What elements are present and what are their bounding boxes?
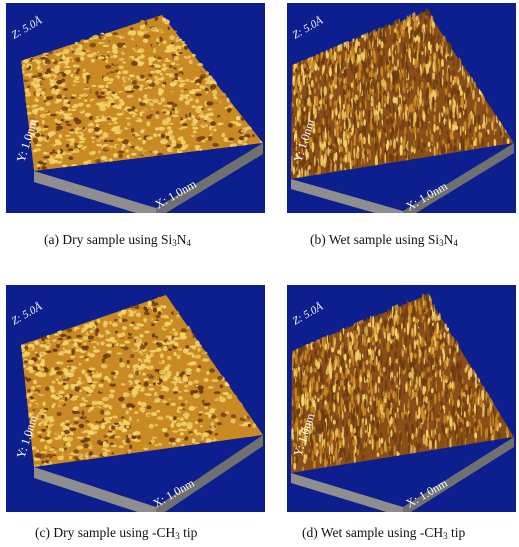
caption-text: tip (179, 525, 198, 540)
base-right-side (403, 143, 514, 213)
base-front-side (34, 467, 156, 512)
panel-c: Z: 5.0Å Y: 1.0nm X: 1.0nm (6, 285, 265, 512)
panel-a: Z: 5.0Å Y: 1.0nm X: 1.0nm (6, 3, 265, 213)
caption-text: (d) Wet sample using -CH (302, 525, 444, 540)
base-right-side (156, 435, 263, 512)
base-right-side (403, 437, 514, 512)
caption-c: (c) Dry sample using -CH3 tip (35, 525, 197, 541)
caption-subscript: 3 (172, 238, 177, 248)
base-right-side (156, 143, 263, 213)
panel-b: Z: 5.0Å Y: 1.0nm X: 1.0nm (287, 3, 516, 213)
surface-group (291, 292, 514, 473)
caption-a: (a) Dry sample using Si3N4 (44, 232, 191, 248)
caption-text: N (443, 232, 454, 247)
afm-surface-a: Z: 5.0Å Y: 1.0nm X: 1.0nm (6, 3, 265, 213)
surface-group (21, 15, 263, 171)
surface-group (21, 295, 263, 467)
caption-subscript: 3 (439, 238, 444, 248)
caption-text: N (176, 232, 187, 247)
base-front-side (34, 171, 156, 213)
surface-group (291, 7, 514, 179)
caption-text: (b) Wet sample using Si (310, 232, 440, 247)
base-front-side (291, 473, 403, 512)
caption-text: (a) Dry sample using Si (44, 232, 173, 247)
caption-subscript: 3 (443, 531, 448, 541)
caption-subscript: 4 (186, 238, 191, 248)
caption-subscript: 4 (453, 238, 458, 248)
afm-surface-b: Z: 5.0Å Y: 1.0nm X: 1.0nm (287, 3, 516, 213)
caption-text: tip (447, 525, 466, 540)
caption-b: (b) Wet sample using Si3N4 (310, 232, 458, 248)
caption-d: (d) Wet sample using -CH3 tip (302, 525, 465, 541)
caption-subscript: 3 (175, 531, 180, 541)
afm-surface-d: Z: 5.0Å Y: 1.0nm X: 1.0nm (287, 285, 516, 512)
panel-d: Z: 5.0Å Y: 1.0nm X: 1.0nm (287, 285, 516, 512)
caption-text: (c) Dry sample using -CH (35, 525, 176, 540)
afm-surface-c: Z: 5.0Å Y: 1.0nm X: 1.0nm (6, 285, 265, 512)
base-front-side (291, 179, 403, 213)
